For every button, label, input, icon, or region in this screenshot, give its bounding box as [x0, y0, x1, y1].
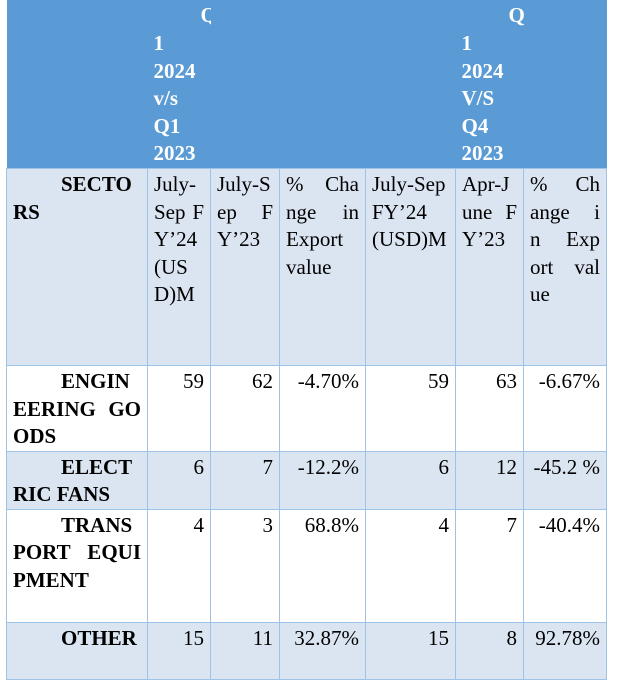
value-cell: 68.8% [279, 508, 366, 623]
header-group-cell: Q 1 2024 V/S Q4 2023 [455, 0, 524, 169]
header-group-q: Q [508, 3, 524, 27]
header-line: 2023 [153, 141, 196, 165]
value-cell: -12.2% [279, 450, 366, 510]
header-line: 2023 [461, 141, 504, 165]
header-blank-cell [279, 0, 366, 169]
value-cell: 63 [455, 365, 524, 452]
value-cell: 7 [210, 450, 280, 510]
header-line: 1 [153, 31, 165, 55]
value-cell: 11 [210, 621, 280, 680]
col-header-jul-sep-fy24-b: July-Sep FY’24 (USD)M [365, 168, 456, 366]
value-cell: 59 [147, 365, 211, 452]
sectors-header: SECTORS [6, 168, 148, 366]
table-row: OTHER 15 11 32.87% 15 8 92.78% [6, 621, 607, 680]
value-cell: 15 [365, 621, 456, 680]
col-header-pct-change-b: % Change in Export value [523, 168, 607, 366]
value-cell: -40.4% [523, 508, 607, 623]
header-line: V/S [461, 86, 495, 110]
header-blank-cell [210, 0, 280, 169]
table-row: ELECTRIC FANS 6 7 -12.2% 6 12 -45.2 % [6, 450, 607, 510]
value-cell: 7 [455, 508, 524, 623]
header-row: Q 1 2024 v/s Q1 2023 Q 1 2024 V/S Q4 202… [6, 0, 607, 169]
value-cell: 12 [455, 450, 524, 510]
table-row: TRANSPORT EQUIPMENT 4 3 68.8% 4 7 -40.4% [6, 508, 607, 623]
col-header-pct-change: % Change in Export value [279, 168, 366, 366]
sector-name: ENGINEERING GOODS [6, 365, 148, 452]
value-cell: 92.78% [523, 621, 607, 680]
header-group-cell: Q 1 2024 v/s Q1 2023 [147, 0, 211, 169]
export-table: Q 1 2024 v/s Q1 2023 Q 1 2024 V/S Q4 202… [6, 0, 607, 680]
header-line: 2024 [153, 58, 196, 83]
header-blank-cell [6, 0, 148, 169]
header-blank-cell [365, 0, 456, 169]
subheader-row: SECTORS July-Sep FY’24 (USD)M July-Sep F… [6, 168, 607, 366]
value-cell: 59 [365, 365, 456, 452]
value-cell: 8 [455, 621, 524, 680]
sector-name: TRANSPORT EQUIPMENT [6, 508, 148, 623]
col-header-jul-sep-fy24: July-Sep FY’24 (USD)M [147, 168, 211, 366]
header-line: v/s [153, 86, 179, 110]
header-line: 1 [461, 31, 473, 55]
header-group-label: 1 2024 V/S Q4 2023 [462, 30, 518, 168]
header-line: Q1 [153, 113, 181, 138]
header-line: 2024 [461, 58, 504, 83]
value-cell: 4 [147, 508, 211, 623]
value-cell: 3 [210, 508, 280, 623]
value-cell: -45.2 % [523, 450, 607, 510]
col-header-jul-sep-fy23: July-Sep FY’23 [210, 168, 280, 366]
value-cell: 6 [365, 450, 456, 510]
value-cell: 32.87% [279, 621, 366, 680]
sector-name: ELECTRIC FANS [6, 450, 148, 510]
header-line: Q4 [461, 113, 489, 138]
header-group-q: Q [201, 2, 211, 30]
col-header-apr-june-fy23: Apr-June FY’23 [455, 168, 524, 366]
header-blank-cell [523, 0, 607, 169]
table-row: ENGINEERING GOODS 59 62 -4.70% 59 63 -6.… [6, 365, 607, 452]
value-cell: -4.70% [279, 365, 366, 452]
sector-name: OTHER [6, 621, 148, 680]
header-group-label: 1 2024 v/s Q1 2023 [154, 30, 205, 168]
value-cell: 4 [365, 508, 456, 623]
value-cell: -6.67% [523, 365, 607, 452]
value-cell: 15 [147, 621, 211, 680]
value-cell: 62 [210, 365, 280, 452]
value-cell: 6 [147, 450, 211, 510]
